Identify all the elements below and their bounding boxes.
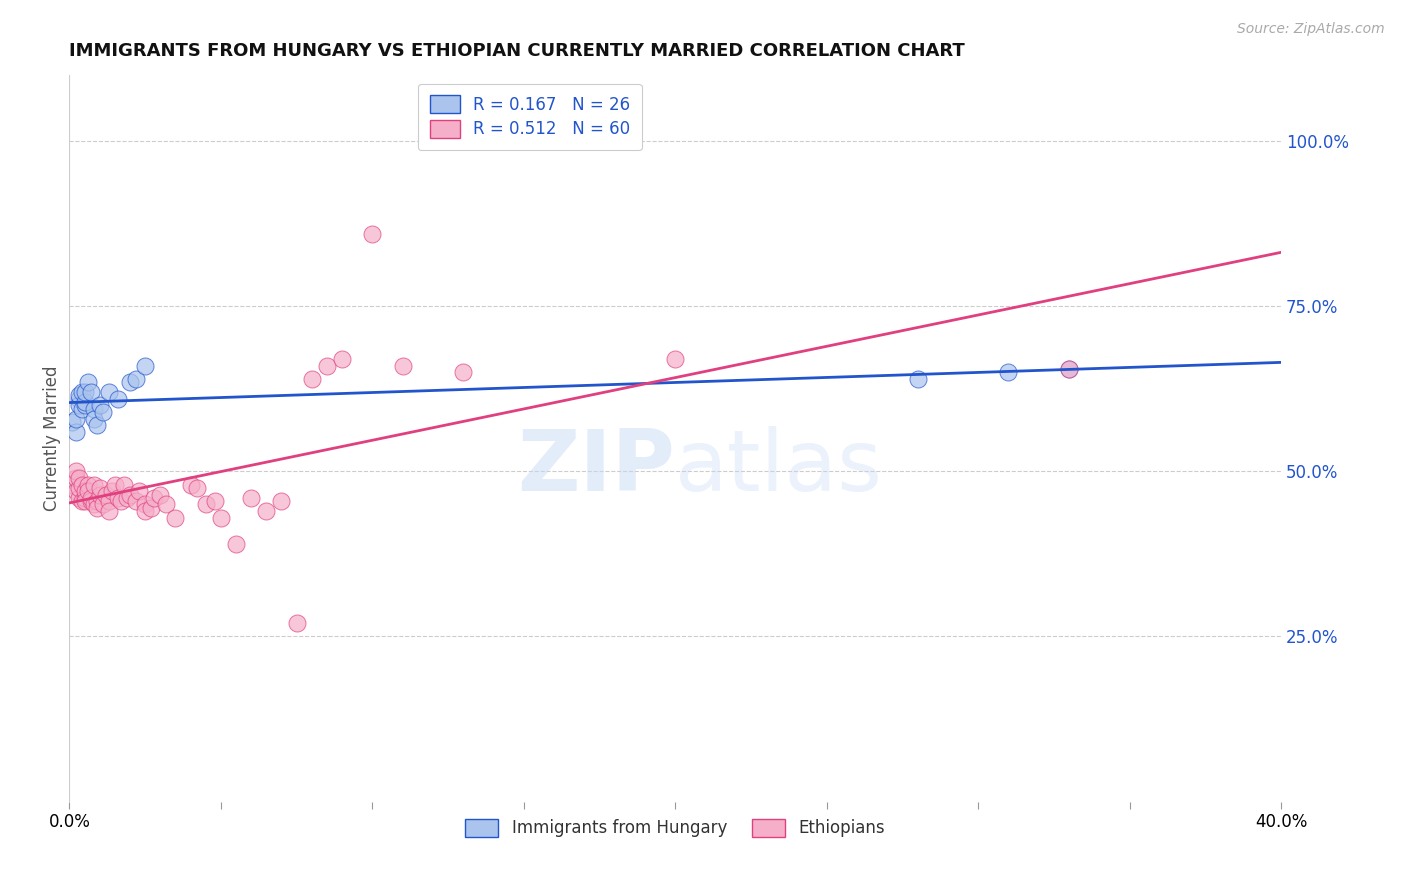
Point	[165, 510, 187, 524]
Point	[155, 497, 177, 511]
Point	[186, 481, 208, 495]
Point	[67, 481, 90, 495]
Point	[73, 385, 96, 400]
Point	[70, 477, 93, 491]
Point	[86, 494, 108, 508]
Point	[134, 359, 156, 373]
Point	[285, 616, 308, 631]
Point	[73, 395, 96, 409]
Point	[316, 359, 339, 373]
Point	[86, 500, 108, 515]
Point	[134, 497, 156, 511]
Point	[79, 491, 101, 505]
Text: atlas: atlas	[675, 426, 883, 509]
Point	[97, 385, 120, 400]
Point	[70, 401, 93, 416]
Point	[83, 401, 105, 416]
Point	[391, 359, 413, 373]
Point	[107, 491, 129, 505]
Point	[79, 385, 101, 400]
Point	[118, 376, 141, 390]
Point	[79, 494, 101, 508]
Point	[65, 464, 87, 478]
Point	[76, 484, 98, 499]
Point	[67, 471, 90, 485]
Point	[73, 494, 96, 508]
Point	[76, 477, 98, 491]
Point	[83, 497, 105, 511]
Point	[125, 372, 148, 386]
Point	[254, 504, 277, 518]
Text: Source: ZipAtlas.com: Source: ZipAtlas.com	[1237, 22, 1385, 37]
Point	[89, 398, 111, 412]
Point	[86, 418, 108, 433]
Point	[91, 497, 114, 511]
Point	[70, 494, 93, 508]
Point	[73, 491, 96, 505]
Text: ZIP: ZIP	[517, 426, 675, 509]
Point	[73, 398, 96, 412]
Point	[907, 372, 929, 386]
Point	[67, 392, 90, 406]
Point	[97, 494, 120, 508]
Point	[65, 484, 87, 499]
Point	[664, 352, 686, 367]
Point	[83, 411, 105, 425]
Point	[118, 487, 141, 501]
Point	[204, 494, 226, 508]
Point	[91, 405, 114, 419]
Point	[104, 477, 127, 491]
Point	[62, 415, 84, 429]
Point	[143, 491, 166, 505]
Point	[180, 477, 202, 491]
Point	[1057, 362, 1080, 376]
Legend: Immigrants from Hungary, Ethiopians: Immigrants from Hungary, Ethiopians	[458, 812, 891, 844]
Text: IMMIGRANTS FROM HUNGARY VS ETHIOPIAN CURRENTLY MARRIED CORRELATION CHART: IMMIGRANTS FROM HUNGARY VS ETHIOPIAN CUR…	[69, 42, 965, 60]
Point	[107, 392, 129, 406]
Point	[67, 398, 90, 412]
Point	[997, 365, 1019, 379]
Point	[225, 537, 247, 551]
Point	[270, 494, 292, 508]
Point	[115, 491, 138, 505]
Point	[97, 504, 120, 518]
Point	[65, 425, 87, 439]
Point	[65, 411, 87, 425]
Point	[1057, 362, 1080, 376]
Point	[330, 352, 353, 367]
Point	[65, 471, 87, 485]
Point	[141, 500, 163, 515]
Point	[94, 487, 117, 501]
Point	[128, 484, 150, 499]
Point	[83, 477, 105, 491]
Point	[451, 365, 474, 379]
Point	[240, 491, 263, 505]
Point	[101, 484, 124, 499]
Point	[62, 477, 84, 491]
Point	[361, 227, 384, 241]
Point	[134, 504, 156, 518]
Point	[70, 385, 93, 400]
Point	[112, 477, 135, 491]
Point	[149, 487, 172, 501]
Y-axis label: Currently Married: Currently Married	[44, 366, 60, 511]
Point	[110, 494, 132, 508]
Point	[89, 487, 111, 501]
Point	[89, 481, 111, 495]
Point	[209, 510, 232, 524]
Point	[301, 372, 323, 386]
Point	[67, 388, 90, 402]
Point	[73, 484, 96, 499]
Point	[67, 491, 90, 505]
Point	[76, 376, 98, 390]
Point	[194, 497, 217, 511]
Point	[125, 494, 148, 508]
